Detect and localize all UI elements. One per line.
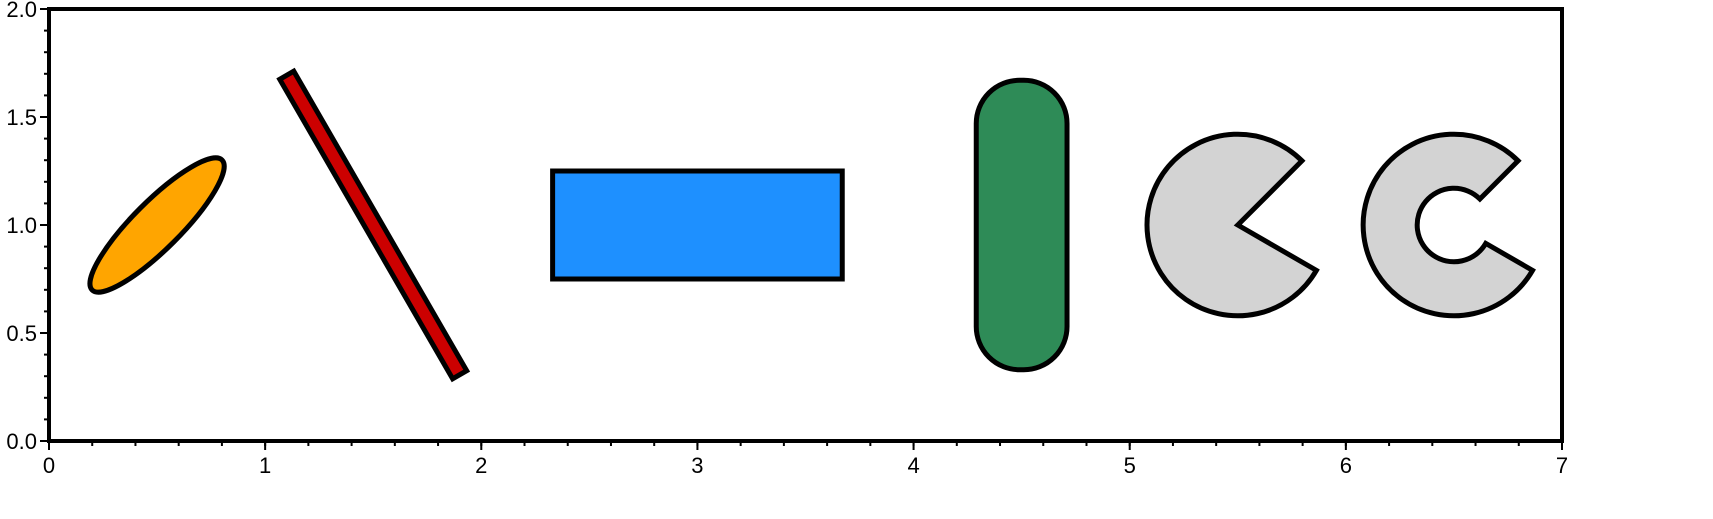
blue-rectangle [550,168,845,282]
y-tick-label: 0.5 [6,321,37,346]
x-tick-label: 7 [1556,453,1568,478]
shapes-layer [87,67,1536,383]
x-tick-label: 5 [1124,453,1136,478]
y-tick-label: 0.0 [6,429,37,454]
x-tick-label: 0 [43,453,55,478]
gray-ring-wedge [1360,131,1536,319]
x-tick-label: 3 [691,453,703,478]
orange-ellipse [87,155,227,295]
x-tick-label: 1 [259,453,271,478]
x-tick-label: 2 [475,453,487,478]
x-tick-label: 4 [907,453,919,478]
y-tick-label: 1.0 [6,213,37,238]
gray-wedge [1144,131,1320,319]
green-rounded-rectangle [973,77,1070,373]
y-tick-label: 1.5 [6,105,37,130]
red-rotated-rectangle [276,67,471,383]
tick-labels-layer: 0 1 2 3 4 5 6 7 0.0 0.5 1.0 1.5 2.0 [6,0,1568,478]
plot-frame [47,7,1564,443]
y-tick-label: 2.0 [6,0,37,22]
x-tick-label: 6 [1340,453,1352,478]
